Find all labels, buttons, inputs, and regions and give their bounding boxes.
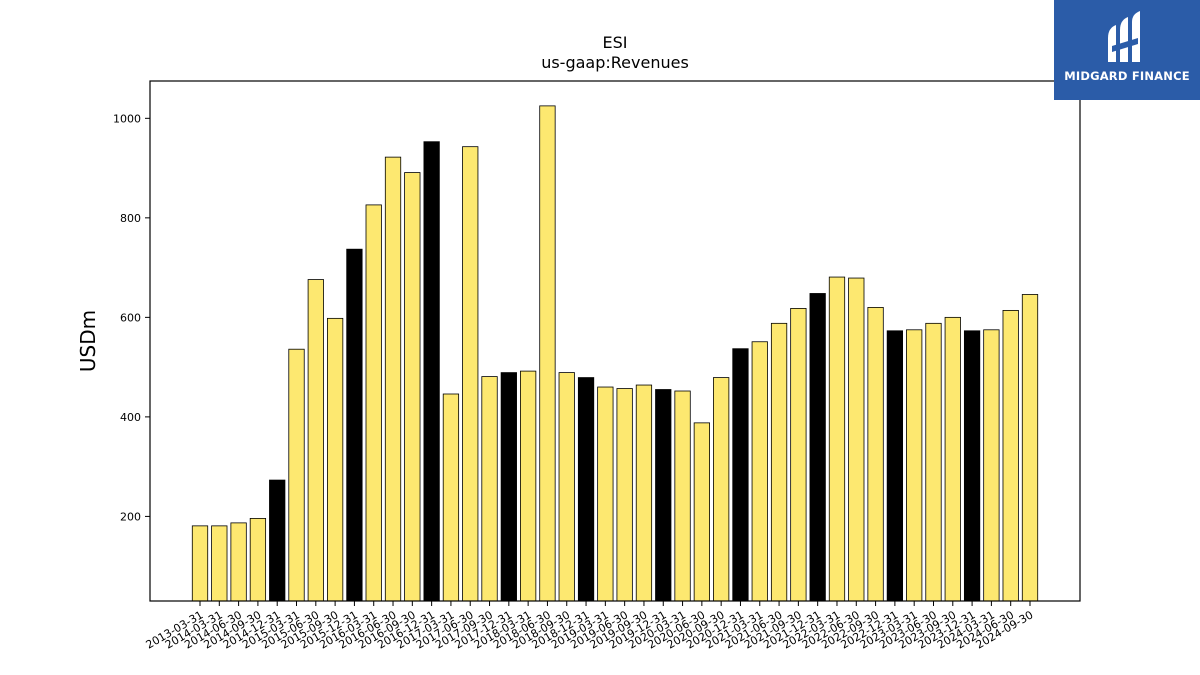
bar-2024-03-31 xyxy=(983,329,1000,602)
bar-2015-06-30 xyxy=(307,279,324,602)
bar-2018-12-31 xyxy=(577,377,595,602)
bar-2015-03-31 xyxy=(288,348,305,602)
bar-2023-12-31 xyxy=(963,330,981,602)
bar-2021-03-31 xyxy=(751,341,768,602)
bar-2023-06-30 xyxy=(925,322,942,602)
ticks-group: 2013-03-312014-03-312014-06-302014-09-30… xyxy=(113,112,1036,651)
bar-2021-06-30 xyxy=(770,322,788,602)
bar-2020-12-31 xyxy=(732,348,749,602)
bar-2024-06-30 xyxy=(1002,309,1019,602)
bar-2016-09-30 xyxy=(404,172,421,602)
bar-2014-06-30 xyxy=(230,522,247,602)
bar-2024-09-30 xyxy=(1021,294,1039,602)
plot-frame xyxy=(149,80,1081,602)
bar-2018-06-30 xyxy=(539,105,556,602)
bar-2018-09-30 xyxy=(558,372,575,602)
bar-2013-03-31 xyxy=(191,525,209,602)
bar-2021-12-31 xyxy=(809,293,826,602)
midgard-logo-icon xyxy=(1108,11,1140,62)
bar-2016-03-31 xyxy=(365,204,382,602)
bar-2017-12-31 xyxy=(500,372,517,602)
bars-group xyxy=(191,105,1039,602)
bar-2021-09-30 xyxy=(790,308,807,602)
chart-subtitle: us-gaap:Revenues xyxy=(541,53,689,72)
bar-2016-12-31 xyxy=(423,141,440,602)
bar-2020-09-30 xyxy=(713,377,730,602)
bar-2017-06-30 xyxy=(462,146,479,602)
bar-2016-06-30 xyxy=(384,156,402,602)
bar-2023-03-31 xyxy=(906,329,923,602)
y-axis-label: USDm xyxy=(76,310,100,372)
bar-2017-09-30 xyxy=(481,376,498,602)
bar-2022-09-30 xyxy=(867,307,884,602)
bar-2014-03-31 xyxy=(211,525,228,602)
bar-2022-06-30 xyxy=(848,277,865,602)
bar-2022-12-31 xyxy=(886,330,903,602)
bar-2015-12-31 xyxy=(346,248,363,602)
bar-2017-03-31 xyxy=(442,393,460,602)
bar-2022-03-31 xyxy=(828,276,846,602)
bar-2019-03-31 xyxy=(597,386,614,602)
y-tick-label: 1000 xyxy=(113,112,141,125)
bar-2015-09-30 xyxy=(326,317,344,602)
bar-2014-12-31 xyxy=(269,479,286,602)
midgard-finance-logo: MIDGARD FINANCE xyxy=(1054,0,1200,100)
bar-2019-06-30 xyxy=(616,388,633,602)
y-tick-label: 800 xyxy=(120,212,141,225)
bar-2014-09-30 xyxy=(249,518,267,602)
logo-text: MIDGARD FINANCE xyxy=(1064,69,1190,83)
bar-2018-03-31 xyxy=(520,370,537,602)
bar-2019-12-31 xyxy=(655,389,672,602)
y-tick-label: 200 xyxy=(120,510,141,523)
bar-2020-03-31 xyxy=(674,390,691,602)
bar-2020-06-30 xyxy=(693,422,710,602)
y-tick-label: 400 xyxy=(120,411,141,424)
bar-2019-09-30 xyxy=(635,384,653,602)
bar-2023-09-30 xyxy=(944,316,961,602)
y-tick-label: 600 xyxy=(120,311,141,324)
chart-title: ESI xyxy=(603,33,628,52)
